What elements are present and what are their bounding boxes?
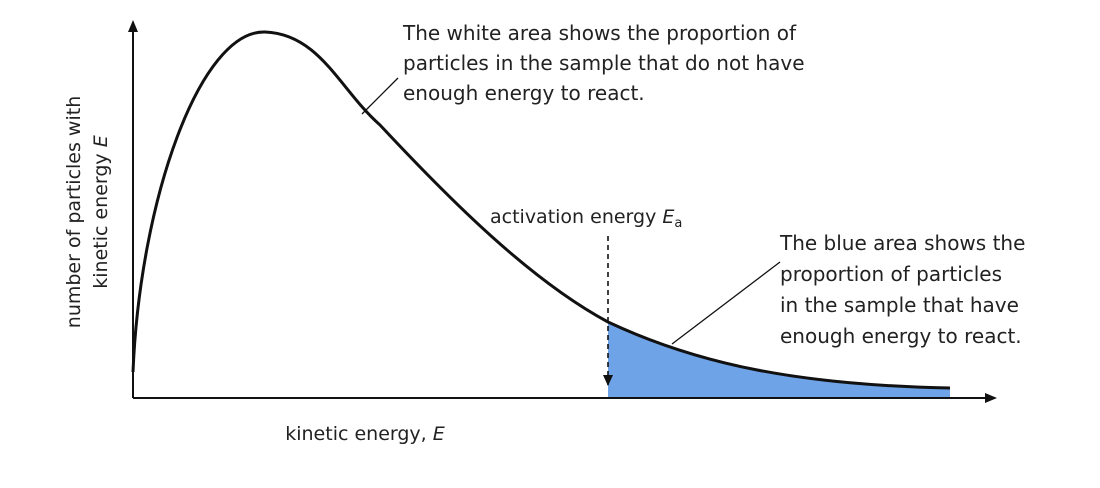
- note-line: The blue area shows the: [779, 231, 1025, 255]
- note-line: enough energy to react.: [403, 81, 645, 105]
- y-axis-label: number of particles with kinetic energy …: [63, 96, 112, 328]
- x-axis-label: kinetic energy, E: [285, 423, 445, 445]
- white-area-note: The white area shows the proportion of p…: [402, 21, 805, 105]
- distribution-curve: [131, 30, 951, 390]
- note-line: particles in the sample that do not have: [403, 51, 805, 75]
- note-line: proportion of particles: [780, 262, 1002, 286]
- note-line: enough energy to react.: [780, 324, 1022, 348]
- y-axis-label-line: number of particles with: [63, 96, 85, 328]
- note-line: in the sample that have: [780, 293, 1019, 317]
- note-line: The white area shows the proportion of: [402, 21, 797, 45]
- activation-energy-label: activation energy Ea: [490, 206, 682, 231]
- white-area-leader-line: [361, 77, 399, 115]
- blue-area-above-activation-energy: [608, 322, 950, 398]
- blue-area-leader-line: [671, 261, 781, 345]
- y-axis-label-line: kinetic energy E: [90, 135, 112, 289]
- blue-area-note: The blue area shows the proportion of pa…: [779, 231, 1025, 348]
